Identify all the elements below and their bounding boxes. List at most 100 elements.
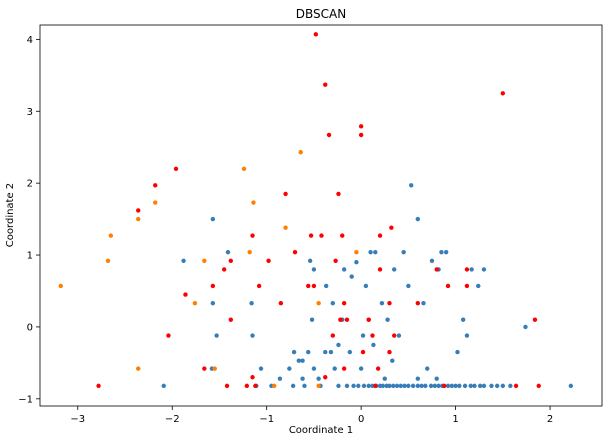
data-point [354, 260, 359, 265]
data-point [449, 383, 455, 389]
data-point [330, 301, 336, 306]
data-point [394, 383, 400, 389]
data-point [439, 249, 444, 255]
x-tick-label: −2 [165, 414, 180, 425]
data-point [368, 249, 373, 255]
data-point [307, 258, 313, 263]
data-point [292, 249, 298, 255]
data-point [298, 150, 303, 155]
data-point [396, 333, 402, 338]
data-point [500, 91, 506, 96]
data-point [390, 358, 395, 363]
data-point [296, 358, 301, 363]
data-point [349, 274, 354, 279]
data-point [481, 267, 487, 272]
data-point [341, 301, 347, 306]
data-point [344, 317, 350, 322]
chart-title: DBSCAN [296, 7, 346, 21]
data-point [434, 267, 439, 272]
data-point [387, 383, 392, 389]
data-point [375, 366, 381, 371]
data-point [389, 225, 394, 230]
x-tick-label: 2 [547, 414, 553, 425]
data-point [532, 317, 538, 322]
data-point [445, 383, 451, 389]
data-point [568, 383, 574, 389]
data-point [283, 191, 288, 197]
data-point [250, 233, 255, 238]
data-point [360, 349, 366, 355]
data-point [360, 333, 366, 338]
data-point [464, 333, 470, 338]
data-point [287, 366, 292, 371]
data-point [277, 376, 283, 381]
data-point [377, 233, 383, 238]
data-point [361, 383, 367, 389]
data-point [290, 383, 296, 389]
data-point [415, 216, 421, 222]
data-point [421, 301, 426, 306]
data-point [523, 324, 528, 330]
data-point [272, 383, 277, 389]
data-point [228, 317, 233, 322]
data-point [319, 233, 324, 238]
data-point [136, 366, 141, 371]
data-point [489, 383, 494, 389]
data-point [472, 383, 477, 389]
data-point [453, 383, 458, 389]
points-layer [58, 32, 574, 389]
data-point [406, 383, 411, 389]
data-point [326, 132, 332, 138]
data-point [306, 349, 311, 355]
data-point [356, 383, 361, 389]
y-axis-label: Coordinate 2 [5, 183, 16, 247]
data-point [387, 349, 392, 355]
data-point [392, 333, 397, 338]
data-point [366, 317, 371, 322]
data-point [436, 383, 441, 389]
data-point [415, 383, 421, 389]
data-point [464, 283, 470, 289]
data-point [58, 283, 63, 289]
data-point [153, 183, 158, 188]
data-point [341, 267, 347, 272]
data-point [249, 301, 254, 306]
data-point [358, 132, 364, 138]
data-point [428, 383, 434, 389]
data-point [250, 333, 255, 338]
data-point [336, 191, 341, 197]
data-point [108, 233, 114, 238]
data-point [406, 283, 411, 289]
data-point [358, 366, 364, 371]
x-tick-label: 0 [358, 414, 364, 425]
data-point [469, 267, 474, 272]
data-point [429, 258, 435, 263]
y-tick-label: 3 [27, 107, 33, 118]
y-tick-label: 2 [27, 179, 33, 190]
data-point [401, 249, 406, 255]
data-point [221, 267, 227, 272]
data-point [391, 383, 396, 389]
data-point [316, 301, 321, 306]
ticks-layer: −3 −2 −1 0 1 2 −1 0 1 2 3 4 [18, 35, 553, 425]
data-point [464, 267, 470, 272]
data-point [161, 383, 166, 389]
data-point [210, 283, 216, 289]
data-point [183, 292, 188, 297]
data-point [202, 258, 207, 263]
data-point [371, 342, 376, 348]
data-point [377, 267, 383, 272]
data-point [387, 301, 392, 306]
data-point [300, 376, 305, 381]
data-point [423, 383, 428, 389]
data-point [251, 200, 256, 205]
data-point [241, 166, 247, 171]
data-point [308, 233, 314, 238]
data-point [380, 383, 386, 389]
y-tick-label: −1 [18, 394, 33, 405]
data-point [460, 317, 466, 322]
data-point [477, 383, 483, 389]
